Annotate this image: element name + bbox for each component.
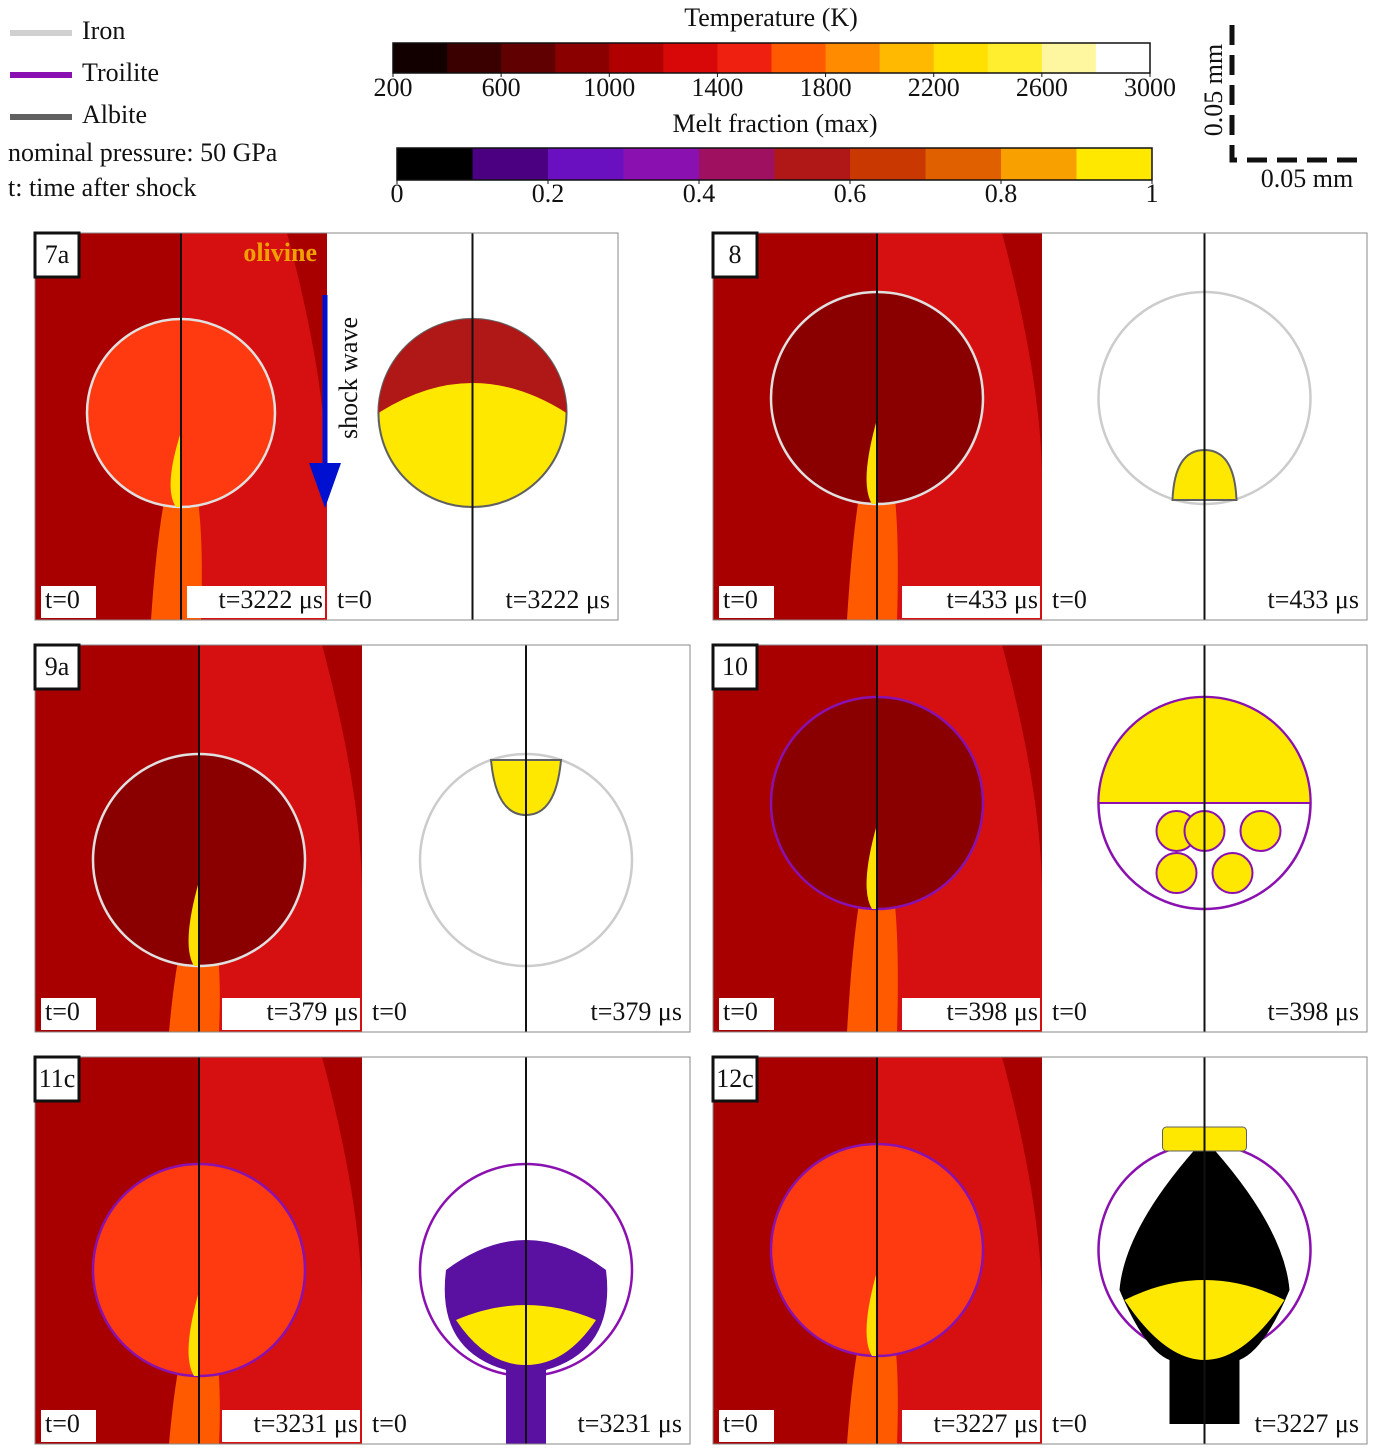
time-label: t=0 xyxy=(337,585,372,614)
panel-label: 7a xyxy=(45,240,70,269)
colorbar-tick-label: 1000 xyxy=(583,73,635,102)
colorbar-tick-label: 600 xyxy=(482,73,521,102)
colorbar-segment xyxy=(850,148,926,180)
colorbar-segment xyxy=(1042,43,1097,73)
time-label: t=0 xyxy=(723,585,758,614)
time-label: t=379 μs xyxy=(591,997,682,1026)
melt-droplet xyxy=(1241,811,1281,851)
panel-label: 12c xyxy=(716,1064,754,1093)
colorbar-tick-label: 2200 xyxy=(908,73,960,102)
panel-label: 9a xyxy=(45,652,70,681)
figure: Temperature (K) Melt fraction (max) nomi… xyxy=(0,0,1384,1449)
colorbar-title: Melt fraction (max) xyxy=(672,109,877,138)
colorbar-tick-label: 1400 xyxy=(691,73,743,102)
time-label: t=0 xyxy=(1052,997,1087,1026)
colorbar-segment xyxy=(473,148,549,180)
colorbar-tick-label: 3000 xyxy=(1124,73,1176,102)
scale-label: 0.05 mm xyxy=(1261,164,1353,193)
colorbar-segment xyxy=(555,43,610,73)
arrow-label: shock wave xyxy=(334,317,363,439)
colorbar-tick-label: 200 xyxy=(374,73,413,102)
colorbar-tick-label: 2600 xyxy=(1016,73,1068,102)
time-label: t=3222 μs xyxy=(219,585,323,614)
colorbar-segment xyxy=(663,43,718,73)
annotation: olivine xyxy=(243,238,317,267)
time-label: t=0 xyxy=(723,997,758,1026)
colorbar-segment xyxy=(397,148,473,180)
colorbar-segment xyxy=(934,43,989,73)
colorbar-segment xyxy=(775,148,851,180)
time-label: t=0 xyxy=(45,1409,80,1438)
colorbar-segment xyxy=(624,148,700,180)
colorbar-tick-label: 0.6 xyxy=(834,179,867,208)
colorbar-segment xyxy=(1077,148,1153,180)
time-label: t=379 μs xyxy=(267,997,358,1026)
colorbar-segment xyxy=(880,43,935,73)
colorbar-segment xyxy=(393,43,448,73)
panel-label: 10 xyxy=(722,652,748,681)
legend-label: Iron xyxy=(82,16,125,45)
colorbar-segment xyxy=(1001,148,1077,180)
panel-label: 11c xyxy=(39,1064,76,1093)
time-label: t=398 μs xyxy=(1268,997,1359,1026)
time-label: t=0 xyxy=(1052,585,1087,614)
colorbar-segment xyxy=(548,148,624,180)
note: t: time after shock xyxy=(8,173,196,202)
colorbar-segment xyxy=(772,43,827,73)
colorbar-tick-label: 0.4 xyxy=(683,179,716,208)
time-label: t=3222 μs xyxy=(506,585,610,614)
colorbar-tick-label: 1800 xyxy=(800,73,852,102)
time-label: t=0 xyxy=(372,1409,407,1438)
colorbar-segment xyxy=(926,148,1002,180)
colorbar-segment xyxy=(1096,43,1151,73)
legend-label: Albite xyxy=(82,100,147,129)
time-label: t=3227 μs xyxy=(1255,1409,1359,1438)
time-label: t=3227 μs xyxy=(934,1409,1038,1438)
time-label: t=3231 μs xyxy=(254,1409,358,1438)
scale-label: 0.05 mm xyxy=(1199,44,1228,136)
colorbar-segment xyxy=(501,43,556,73)
colorbar-tick-label: 0.2 xyxy=(532,179,565,208)
time-label: t=0 xyxy=(45,585,80,614)
panel-label: 8 xyxy=(729,240,742,269)
note: nominal pressure: 50 GPa xyxy=(8,138,278,167)
time-label: t=3231 μs xyxy=(578,1409,682,1438)
melt-droplet xyxy=(1213,853,1253,893)
colorbar-segment xyxy=(699,148,775,180)
colorbar-segment xyxy=(447,43,502,73)
colorbar-segment xyxy=(988,43,1043,73)
time-label: t=0 xyxy=(1052,1409,1087,1438)
colorbar-segment xyxy=(717,43,772,73)
melt-droplet xyxy=(1157,853,1197,893)
colorbar-tick-label: 0.8 xyxy=(985,179,1018,208)
time-label: t=433 μs xyxy=(947,585,1038,614)
colorbar-tick-label: 0 xyxy=(391,179,404,208)
scale-bar xyxy=(1232,25,1365,160)
colorbar-segment xyxy=(609,43,664,73)
colorbar-segment xyxy=(826,43,881,73)
colorbar-tick-label: 1 xyxy=(1146,179,1159,208)
time-label: t=398 μs xyxy=(947,997,1038,1026)
colorbar-title: Temperature (K) xyxy=(684,3,858,32)
legend-label: Troilite xyxy=(82,58,159,87)
time-label: t=433 μs xyxy=(1268,585,1359,614)
time-label: t=0 xyxy=(723,1409,758,1438)
time-label: t=0 xyxy=(372,997,407,1026)
time-label: t=0 xyxy=(45,997,80,1026)
